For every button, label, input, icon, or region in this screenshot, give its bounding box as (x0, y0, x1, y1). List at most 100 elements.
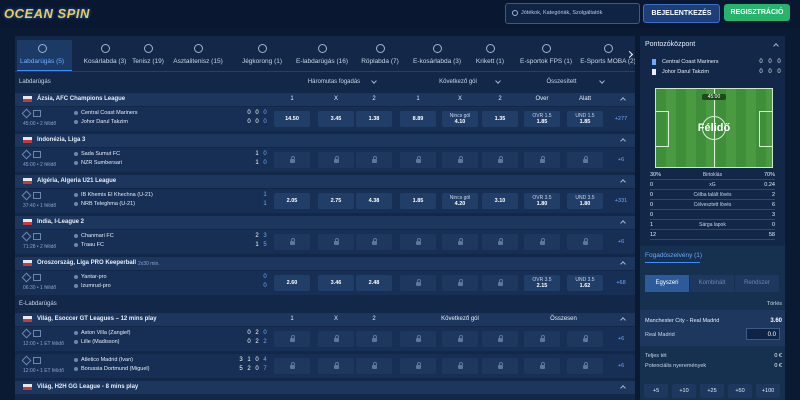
odds-button[interactable] (567, 331, 603, 347)
stream-icon[interactable] (33, 330, 41, 337)
search-box[interactable]: Jótékok, Kategóriák, Szolgáltatók (505, 3, 640, 24)
team-name[interactable]: IB Khemis El Khechna (U-21) (81, 192, 153, 198)
team-name[interactable]: NRB Teleghma (U-21) (81, 201, 136, 207)
market-select[interactable]: Következő gól (439, 79, 477, 85)
odds-button[interactable]: UND 3.5 1.80 (567, 193, 603, 209)
odds-button[interactable]: 1.85 (400, 193, 436, 209)
odds-button[interactable] (356, 152, 392, 168)
more-markets[interactable]: +68 (616, 280, 626, 286)
odds-button[interactable] (482, 152, 518, 168)
scroll-arrow[interactable] (625, 50, 634, 59)
odds-button[interactable] (567, 152, 603, 168)
odds-button[interactable] (482, 275, 518, 291)
odds-button[interactable] (442, 275, 478, 291)
stream-icon[interactable] (33, 274, 41, 281)
odds-button[interactable]: 2.05 (274, 193, 310, 209)
odds-button[interactable]: 14.50 (274, 111, 310, 127)
team-name[interactable]: Aston Villa (Zangief) (81, 330, 131, 336)
team-name[interactable]: Traau FC (81, 242, 105, 248)
more-markets[interactable]: +6 (617, 363, 625, 369)
odds-button[interactable] (524, 331, 560, 347)
clear-button[interactable]: Törlés (766, 301, 782, 307)
odds-button[interactable] (442, 234, 478, 250)
team-name[interactable]: Atletico Madrid (Ivan) (81, 357, 133, 363)
odds-button[interactable] (318, 152, 354, 168)
sport-tab[interactable]: Röplabda (7) (361, 58, 399, 65)
odds-button[interactable]: OVR 1.5 1.85 (524, 111, 560, 127)
odds-button[interactable] (274, 331, 310, 347)
team-name[interactable]: Izumrud-pro (81, 283, 111, 289)
odds-button[interactable] (356, 358, 392, 374)
odds-button[interactable]: 4.38 (356, 193, 392, 209)
odds-button[interactable] (274, 234, 310, 250)
sport-tab[interactable]: E-kosárlabda (3) (412, 58, 462, 65)
more-markets[interactable]: +6 (617, 336, 625, 342)
quick-stake[interactable]: +5 (644, 384, 668, 398)
odds-button[interactable]: 3.10 (482, 193, 518, 209)
odds-button[interactable] (318, 358, 354, 374)
stream-icon[interactable] (33, 110, 41, 117)
odds-button[interactable] (567, 358, 603, 374)
stream-icon[interactable] (33, 192, 41, 199)
odds-button[interactable]: 1.35 (482, 111, 518, 127)
odds-button[interactable] (400, 331, 436, 347)
odds-button[interactable]: OVR 3.5 1.80 (524, 193, 560, 209)
sport-tab[interactable]: Krikett (1) (475, 58, 505, 65)
odds-button[interactable] (482, 234, 518, 250)
odds-button[interactable] (274, 358, 310, 374)
more-markets[interactable]: +277 (614, 116, 628, 122)
login-button[interactable]: BEJELENTKEZÉS (643, 4, 720, 23)
team-name[interactable]: Sada Sumut FC (81, 151, 121, 157)
odds-button[interactable]: 2.48 (356, 275, 392, 291)
odds-button[interactable] (274, 152, 310, 168)
more-markets[interactable]: +6 (617, 239, 625, 245)
team-name[interactable]: Yantar-pro (81, 274, 107, 280)
team-name[interactable]: Lille (Madisson) (81, 339, 120, 345)
team-name[interactable]: NZR Sumbersari (81, 160, 122, 166)
odds-button[interactable] (442, 331, 478, 347)
team-name[interactable]: Johor Darul Takzim (81, 119, 128, 125)
odds-button[interactable]: 1.38 (356, 111, 392, 127)
stake-input[interactable]: 0.0 (746, 328, 780, 340)
quick-stake[interactable]: +50 (728, 384, 752, 398)
sport-tab[interactable]: Asztalitenisz (15) (173, 58, 223, 65)
stream-icon[interactable] (33, 357, 41, 364)
sport-tab[interactable]: E-Sports MOBA (2) (580, 58, 635, 65)
register-button[interactable]: REGISZTRÁCIÓ (724, 4, 790, 21)
odds-button[interactable] (482, 358, 518, 374)
sport-tab[interactable]: Labdarúgás (5) (19, 58, 65, 65)
quick-stake[interactable]: +25 (700, 384, 724, 398)
odds-button[interactable] (400, 358, 436, 374)
team-name[interactable]: Borussia Dortmund (Miguel) (81, 366, 150, 372)
odds-button[interactable] (400, 234, 436, 250)
market-select[interactable]: Összesített (546, 79, 577, 85)
odds-button[interactable]: 2.60 (274, 275, 310, 291)
betslip-title[interactable]: Fogadószelvény (1) (645, 252, 703, 259)
odds-button[interactable] (442, 358, 478, 374)
betslip-tab[interactable]: Kombinált (690, 275, 734, 292)
odds-button[interactable]: UND 3.5 1.62 (567, 275, 603, 291)
market-select[interactable]: Háromutas fogadás (307, 79, 361, 85)
odds-button[interactable]: UND 1.5 1.85 (567, 111, 603, 127)
odds-button[interactable] (442, 152, 478, 168)
more-markets[interactable]: +6 (617, 157, 625, 163)
odds-button[interactable] (318, 331, 354, 347)
odds-button[interactable]: Nincs gól 4.20 (442, 193, 478, 209)
odds-button[interactable]: 8.89 (400, 111, 436, 127)
odds-button[interactable] (356, 234, 392, 250)
sport-tab[interactable]: E-sportok FPS (1) (519, 58, 572, 65)
stream-icon[interactable] (33, 233, 41, 240)
odds-button[interactable] (524, 234, 560, 250)
odds-button[interactable]: 2.75 (318, 193, 354, 209)
odds-button[interactable] (318, 234, 354, 250)
odds-button[interactable]: 3.46 (318, 275, 354, 291)
odds-button[interactable]: OVR 3.5 2.15 (524, 275, 560, 291)
betslip-tab[interactable]: Egyszeri (645, 275, 689, 292)
quick-stake[interactable]: +10 (672, 384, 696, 398)
sport-tab[interactable]: E-labdarúgás (16) (295, 58, 349, 65)
odds-button[interactable] (400, 152, 436, 168)
panel-chevron[interactable] (773, 43, 779, 49)
odds-button[interactable] (524, 152, 560, 168)
odds-button[interactable] (356, 331, 392, 347)
sport-tab[interactable]: Kosárlabda (3) (83, 58, 127, 65)
